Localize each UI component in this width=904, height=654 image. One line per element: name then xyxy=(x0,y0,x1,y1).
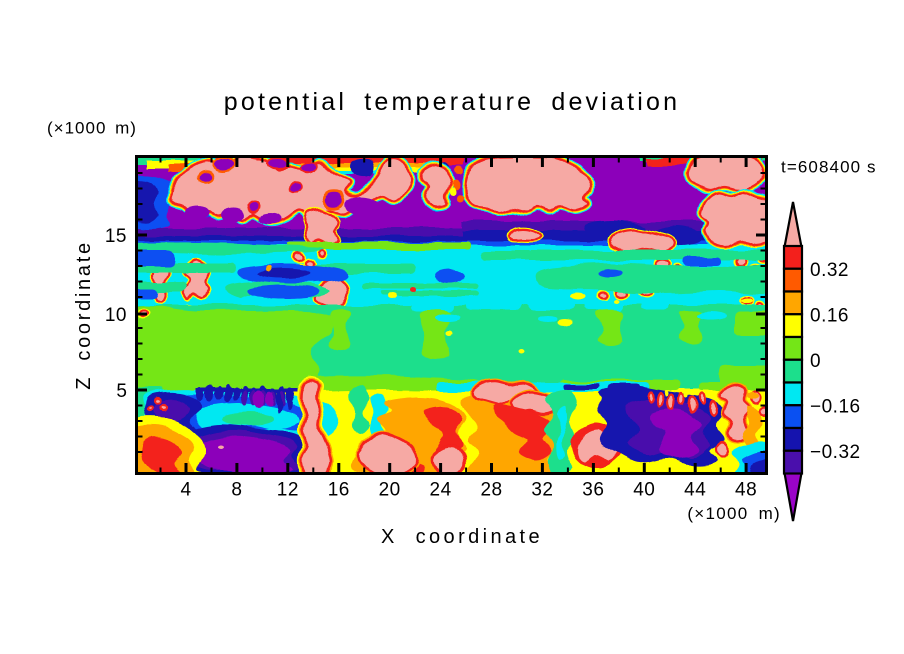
svg-text:28: 28 xyxy=(480,480,502,501)
svg-text:−0.32: −0.32 xyxy=(810,442,861,463)
svg-text:(×1000 m): (×1000 m) xyxy=(47,119,137,138)
svg-text:(×1000 m): (×1000 m) xyxy=(687,504,781,523)
svg-text:8: 8 xyxy=(231,480,242,501)
svg-text:X coordinate: X coordinate xyxy=(381,526,543,548)
svg-text:36: 36 xyxy=(582,480,604,501)
svg-text:10: 10 xyxy=(105,305,127,326)
svg-text:20: 20 xyxy=(379,480,401,501)
svg-text:0.32: 0.32 xyxy=(810,260,849,281)
svg-text:15: 15 xyxy=(105,226,127,247)
svg-text:12: 12 xyxy=(277,480,299,501)
svg-text:potential temperature deviatio: potential temperature deviation xyxy=(224,88,680,116)
svg-text:0: 0 xyxy=(810,351,821,372)
svg-text:44: 44 xyxy=(684,480,706,501)
svg-text:4: 4 xyxy=(180,480,191,501)
svg-text:16: 16 xyxy=(328,480,350,501)
svg-text:t=608400 s: t=608400 s xyxy=(781,158,877,177)
svg-text:0.16: 0.16 xyxy=(810,306,849,327)
svg-text:48: 48 xyxy=(735,480,757,501)
svg-text:40: 40 xyxy=(633,480,655,501)
svg-text:Z coordinate: Z coordinate xyxy=(73,240,95,390)
svg-text:24: 24 xyxy=(430,480,452,501)
svg-text:32: 32 xyxy=(531,480,553,501)
svg-text:5: 5 xyxy=(116,381,127,402)
svg-text:−0.16: −0.16 xyxy=(810,397,861,418)
